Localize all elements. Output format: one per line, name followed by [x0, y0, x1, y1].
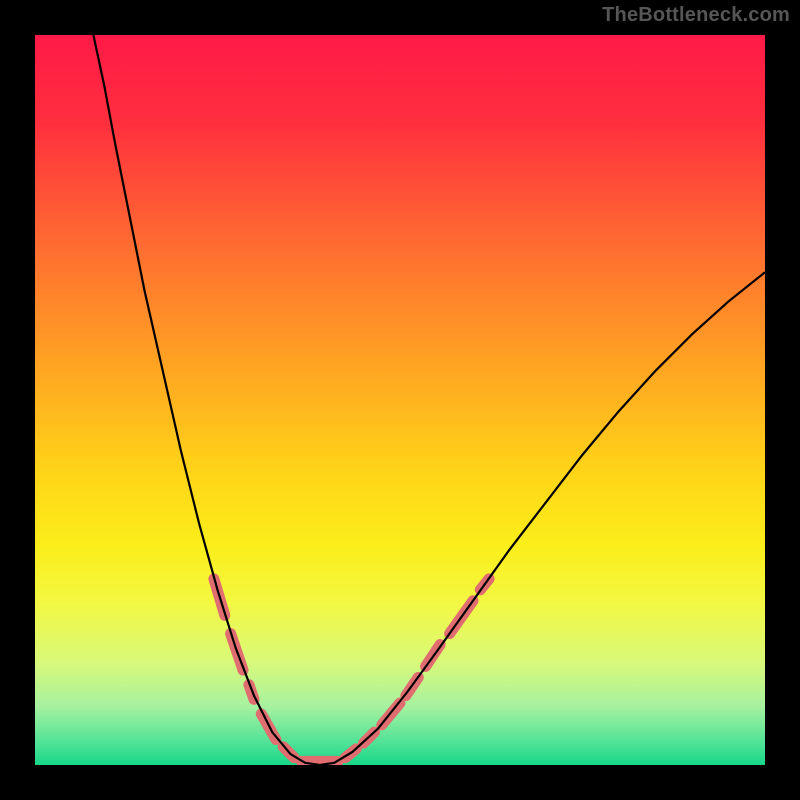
watermark-text: TheBottleneck.com	[602, 4, 790, 27]
highlight-segments	[214, 579, 489, 762]
chart-container: TheBottleneck.com	[0, 0, 800, 800]
curve-layer	[35, 35, 765, 765]
plot-area	[35, 35, 765, 765]
